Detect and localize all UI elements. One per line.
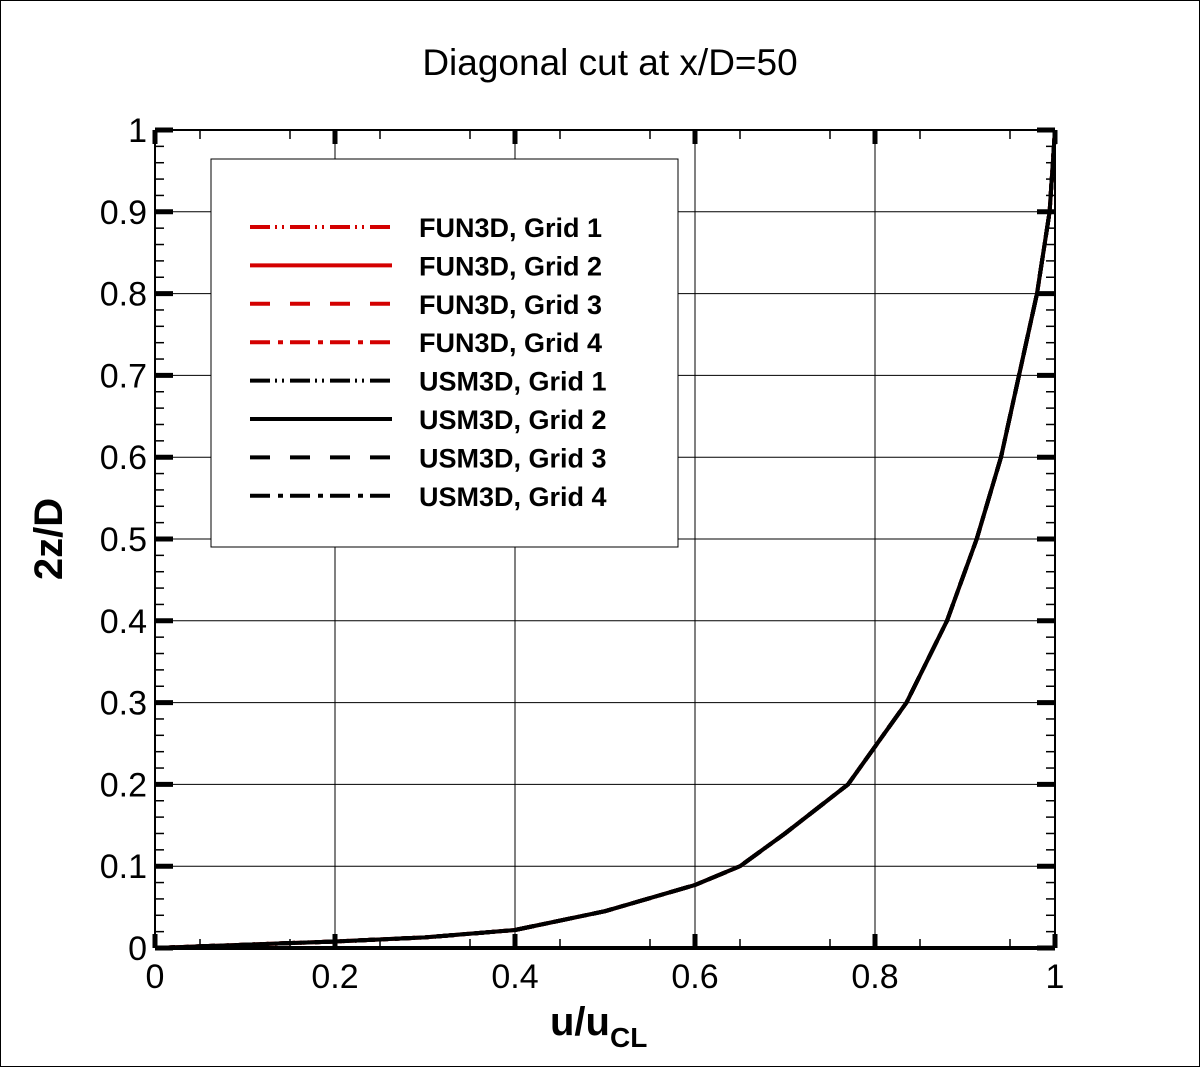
axes: 0 0.2 0.4 0.6 0.8 1 0 0.1 0.2 0.3 0.4 0.5 0.6 0.7 0.8 0…: [100, 112, 1065, 996]
x-tick-label: 1: [1046, 958, 1065, 996]
legend: FUN3D, Grid 1 FUN3D, Grid 2 FUN3D, Grid 3 F…: [210, 158, 679, 548]
y-axis-label: 2z/D: [27, 498, 71, 580]
chart-title: Diagonal cut at x/D=50: [422, 42, 797, 83]
y-tick-label: 1: [128, 112, 147, 150]
y-tick-label: 0.6: [100, 439, 147, 477]
x-tick-label: 0.4: [491, 958, 538, 996]
y-tick-label: 0.1: [100, 848, 147, 886]
x-axis-label: u/uCL: [550, 1000, 647, 1053]
curves: [154, 129, 1057, 950]
y-tick-label: 0.2: [100, 766, 147, 804]
legend-label: FUN3D, Grid 1: [419, 213, 602, 243]
legend-label: USM3D, Grid 1: [419, 367, 607, 397]
y-tick-label: 0.5: [100, 521, 147, 559]
legend-label: FUN3D, Grid 3: [419, 290, 602, 320]
legend-box: [210, 158, 679, 548]
x-axis-label-subscript: CL: [610, 1022, 647, 1053]
x-tick-label: 0.8: [851, 958, 898, 996]
legend-label: USM3D, Grid 4: [419, 482, 607, 512]
legend-label: USM3D, Grid 3: [419, 443, 607, 473]
legend-label: USM3D, Grid 2: [419, 405, 607, 435]
legend-label: FUN3D, Grid 4: [419, 328, 602, 358]
series-line: [154, 129, 1057, 950]
y-tick-label: 0: [128, 930, 147, 968]
x-tick-label: 0.6: [671, 958, 718, 996]
legend-label: FUN3D, Grid 2: [419, 251, 602, 281]
x-axis-label-main: u/u: [550, 1000, 610, 1044]
y-tick-label: 0.3: [100, 685, 147, 723]
y-tick-label: 0.7: [100, 357, 147, 395]
y-tick-label: 0.4: [100, 603, 147, 641]
x-tick-label: 0.2: [311, 958, 358, 996]
y-tick-label: 0.9: [100, 194, 147, 232]
y-tick-label: 0.8: [100, 276, 147, 314]
x-tick-label: 0: [146, 958, 165, 996]
